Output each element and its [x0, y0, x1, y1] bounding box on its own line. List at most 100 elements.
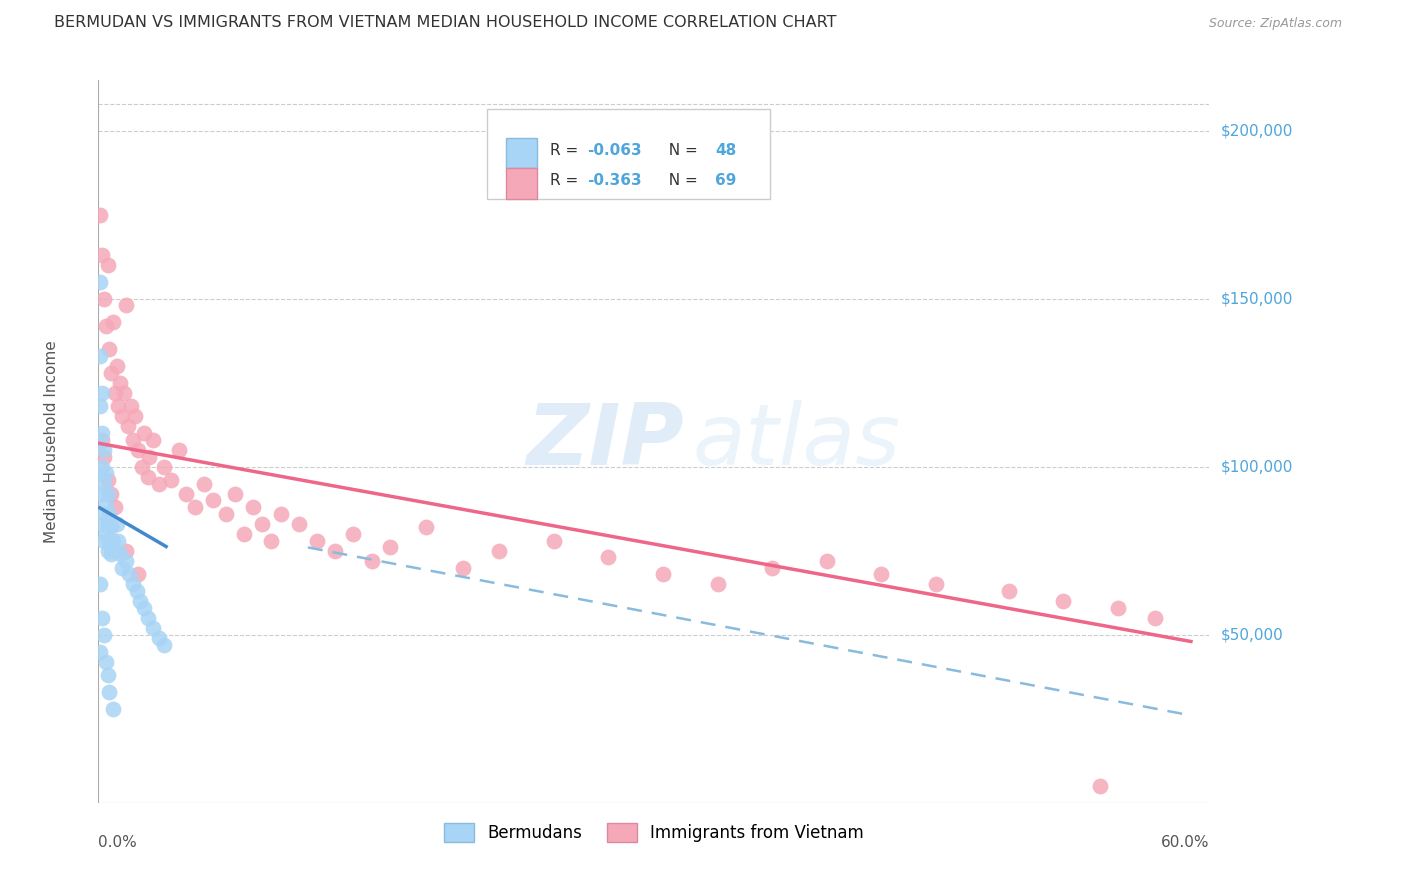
Point: [94, 467, 117, 481]
Point: [127, 442, 149, 457]
Point: [127, 567, 149, 582]
Point: [153, 459, 176, 474]
Text: $100,000: $100,000: [1220, 459, 1292, 475]
Legend: Bermudans, Immigrants from Vietnam: Bermudans, Immigrants from Vietnam: [437, 816, 870, 848]
Point: [94, 497, 117, 511]
Point: [870, 567, 893, 582]
Point: [120, 399, 142, 413]
Point: [93, 476, 115, 491]
Point: [1143, 611, 1166, 625]
Point: [91, 426, 114, 441]
Point: [104, 500, 127, 514]
Point: [112, 385, 135, 400]
Point: [148, 631, 170, 645]
Point: [114, 543, 136, 558]
Text: 69: 69: [714, 173, 737, 188]
Bar: [506, 169, 537, 199]
Point: [287, 516, 309, 531]
Point: [96, 258, 118, 272]
Point: [378, 541, 401, 555]
Text: BERMUDAN VS IMMIGRANTS FROM VIETNAM MEDIAN HOUSEHOLD INCOME CORRELATION CHART: BERMUDAN VS IMMIGRANTS FROM VIETNAM MEDI…: [53, 14, 837, 29]
Text: R =: R =: [551, 173, 583, 188]
Point: [91, 486, 114, 500]
Point: [101, 533, 124, 548]
Point: [122, 433, 145, 447]
Point: [148, 476, 170, 491]
Point: [98, 342, 121, 356]
Point: [110, 547, 132, 561]
Point: [129, 594, 152, 608]
Point: [100, 520, 122, 534]
Point: [118, 567, 141, 582]
Point: [114, 554, 136, 568]
Point: [96, 516, 118, 531]
Point: [101, 315, 124, 329]
Point: [96, 543, 118, 558]
Point: [114, 298, 136, 312]
Point: [89, 467, 111, 481]
Text: N =: N =: [659, 173, 703, 188]
Point: [242, 500, 264, 514]
Point: [96, 486, 118, 500]
Point: [761, 560, 783, 574]
Point: [100, 547, 122, 561]
Point: [131, 459, 153, 474]
Point: [136, 611, 159, 625]
Point: [91, 516, 114, 531]
Point: [451, 560, 474, 574]
Point: [488, 543, 510, 558]
Point: [89, 208, 111, 222]
Text: -0.363: -0.363: [588, 173, 641, 188]
Point: [260, 533, 283, 548]
Point: [111, 409, 134, 424]
Point: [174, 486, 197, 500]
Point: [1052, 594, 1074, 608]
Text: Median Household Income: Median Household Income: [44, 340, 59, 543]
Point: [233, 527, 256, 541]
Text: -0.063: -0.063: [588, 143, 641, 158]
Point: [193, 476, 215, 491]
Point: [1107, 600, 1129, 615]
Point: [107, 399, 129, 413]
FancyBboxPatch shape: [486, 109, 770, 200]
Point: [89, 436, 111, 450]
Point: [94, 527, 117, 541]
Point: [125, 584, 148, 599]
Point: [105, 516, 128, 531]
Point: [98, 685, 121, 699]
Text: 60.0%: 60.0%: [1161, 835, 1209, 850]
Point: [138, 450, 160, 464]
Point: [98, 533, 121, 548]
Point: [925, 577, 948, 591]
Point: [124, 409, 146, 424]
Point: [89, 644, 111, 658]
Point: [91, 459, 114, 474]
Point: [184, 500, 207, 514]
Point: [252, 516, 274, 531]
Point: [305, 533, 328, 548]
Text: Source: ZipAtlas.com: Source: ZipAtlas.com: [1209, 17, 1343, 29]
Point: [89, 399, 111, 413]
Point: [100, 486, 122, 500]
Point: [96, 473, 118, 487]
Point: [132, 600, 155, 615]
Point: [323, 543, 346, 558]
Point: [160, 473, 183, 487]
Point: [153, 638, 176, 652]
Text: atlas: atlas: [693, 400, 901, 483]
Text: $200,000: $200,000: [1220, 123, 1292, 138]
Text: 48: 48: [714, 143, 737, 158]
Point: [415, 520, 437, 534]
Text: 0.0%: 0.0%: [98, 835, 138, 850]
Point: [89, 349, 111, 363]
Point: [91, 611, 114, 625]
Point: [91, 433, 114, 447]
Point: [89, 577, 111, 591]
Point: [94, 318, 117, 333]
Text: $50,000: $50,000: [1220, 627, 1284, 642]
Text: N =: N =: [659, 143, 703, 158]
Point: [104, 385, 127, 400]
Point: [101, 702, 124, 716]
Point: [815, 554, 838, 568]
Point: [93, 507, 115, 521]
